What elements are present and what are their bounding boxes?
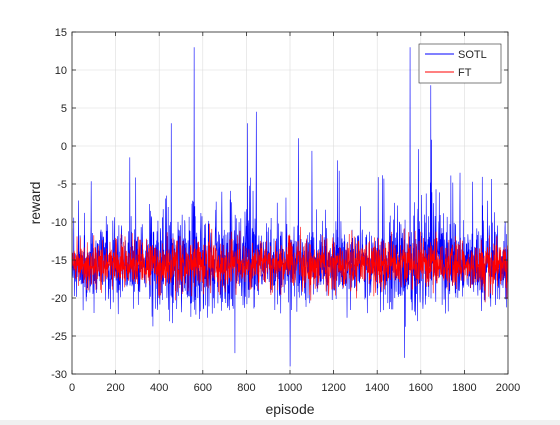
x-tick-label: 1000 xyxy=(278,382,302,394)
x-tick-label: 800 xyxy=(237,382,255,394)
x-tick-label: 1600 xyxy=(409,382,433,394)
x-tick-label: 0 xyxy=(69,382,75,394)
x-tick-label: 200 xyxy=(106,382,124,394)
legend-box xyxy=(418,43,502,84)
x-tick-label: 1400 xyxy=(365,382,389,394)
x-tick-label: 600 xyxy=(194,382,212,394)
y-tick-label: 5 xyxy=(61,103,67,115)
y-tick-label: -30 xyxy=(51,369,67,381)
y-tick-label: 10 xyxy=(55,65,67,77)
y-tick-label: -20 xyxy=(51,293,67,305)
y-tick-label: 0 xyxy=(61,141,67,153)
x-axis-label: episode xyxy=(265,401,314,417)
legend-label-sotl: SOTL xyxy=(458,49,487,61)
legend-label-ft: FT xyxy=(458,67,472,79)
y-tick-label: 15 xyxy=(55,27,67,39)
series-line-ft xyxy=(72,223,508,303)
x-tick-label: 1200 xyxy=(321,382,345,394)
series-layer xyxy=(72,47,508,367)
y-axis-ticks: -30 -25 -20 -15 -10 -5 0 5 10 15 xyxy=(51,27,508,381)
y-tick-label: -5 xyxy=(57,179,67,191)
legend[interactable]: SOTL FT xyxy=(418,43,502,84)
y-tick-label: -10 xyxy=(51,217,67,229)
x-tick-label: 1800 xyxy=(452,382,476,394)
y-axis-label: reward xyxy=(27,182,43,225)
series-line-sotl xyxy=(72,47,508,367)
x-axis-ticks: 0 200 400 600 800 1000 1200 1400 1600 1800 2000 xyxy=(69,32,520,394)
x-tick-label: 2000 xyxy=(496,382,520,394)
x-tick-label: 400 xyxy=(150,382,168,394)
y-tick-label: -25 xyxy=(51,331,67,343)
y-tick-label: -15 xyxy=(51,255,67,267)
